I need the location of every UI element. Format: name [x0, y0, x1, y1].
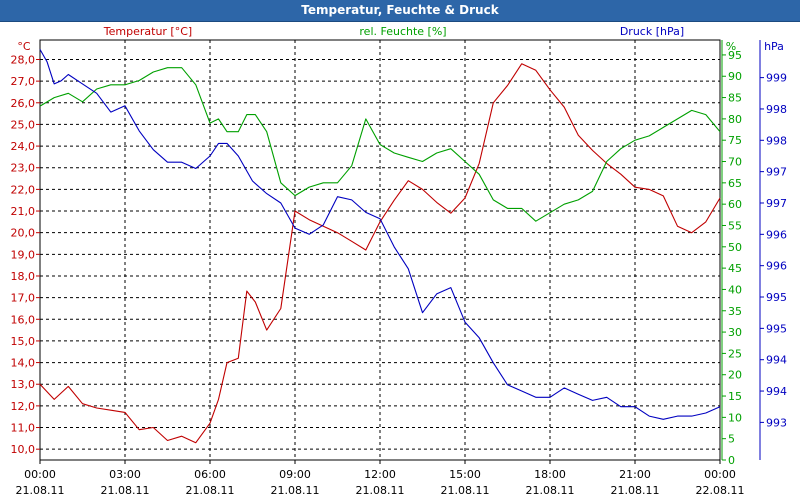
title-bar: Temperatur, Feuchte & Druck — [0, 0, 800, 22]
temperature-tick-label: 16,0 — [11, 313, 36, 326]
x-tick-date-label: 21.08.11 — [526, 484, 575, 497]
x-tick-time-label: 21:00 — [619, 468, 651, 481]
temperature-tick-label: 11,0 — [11, 422, 36, 435]
x-tick-time-label: 18:00 — [534, 468, 566, 481]
pressure-axis-title: Druck [hPa] — [620, 25, 684, 38]
temperature-tick-label: 24,0 — [11, 140, 36, 153]
pressure-tick-label: 996 — [766, 260, 787, 273]
x-tick-time-label: 00:00 — [704, 468, 736, 481]
series-lines — [39, 49, 721, 444]
humidity-tick-label: 15 — [728, 390, 742, 403]
pressure-tick-label: 995 — [766, 322, 787, 335]
x-tick-time-label: 03:00 — [109, 468, 141, 481]
x-tick-time-label: 00:00 — [24, 468, 56, 481]
humidity-tick-label: 5 — [728, 433, 735, 446]
humidity-tick-label: 85 — [728, 92, 742, 105]
humidity-tick-label: 35 — [728, 305, 742, 318]
axes-labels: 10,0 11,0 12,0 13,0 14,0 15,0 16,0 17,0 18,0 19,0… — [11, 40, 787, 497]
humidity-tick-label: 60 — [728, 198, 742, 211]
pressure-tick-label: 998 — [766, 103, 787, 116]
temperature-tick-label: 10,0 — [11, 443, 36, 456]
humidity-axis-title: rel. Feuchte [%] — [359, 25, 446, 38]
humidity-tick-label: 30 — [728, 326, 742, 339]
temperature-tick-label: 20,0 — [11, 227, 36, 240]
temperature-tick-label: 15,0 — [11, 335, 36, 348]
temperature-tick-label: 26,0 — [11, 97, 36, 110]
temperature-tick-label: 23,0 — [11, 162, 36, 175]
humidity-tick-label: 25 — [728, 347, 742, 360]
pressure-tick-label: 995 — [766, 291, 787, 304]
humidity-tick-label: 50 — [728, 241, 742, 254]
temperature-tick-label: 19,0 — [11, 248, 36, 261]
pressure-series-line — [39, 49, 721, 420]
x-tick-date-label: 21.08.11 — [441, 484, 490, 497]
temperature-unit: °C — [17, 40, 31, 53]
pressure-tick-label: 997 — [766, 166, 787, 179]
x-tick-time-label: 06:00 — [194, 468, 226, 481]
x-tick-time-label: 12:00 — [364, 468, 396, 481]
humidity-tick-label: 80 — [728, 113, 742, 126]
humidity-tick-label: 65 — [728, 177, 742, 190]
x-tick-date-label: 21.08.11 — [101, 484, 150, 497]
temperature-tick-label: 12,0 — [11, 400, 36, 413]
pressure-tick-label: 996 — [766, 228, 787, 241]
temperature-tick-label: 13,0 — [11, 378, 36, 391]
humidity-tick-label: 45 — [728, 262, 742, 275]
humidity-series-line — [39, 67, 721, 222]
humidity-tick-label: 90 — [728, 70, 742, 83]
humidity-tick-label: 0 — [728, 454, 735, 467]
window-title: Temperatur, Feuchte & Druck — [301, 3, 499, 17]
x-tick-date-label: 21.08.11 — [356, 484, 405, 497]
x-tick-time-label: 15:00 — [449, 468, 481, 481]
temperature-tick-label: 21,0 — [11, 205, 36, 218]
humidity-tick-label: 75 — [728, 134, 742, 147]
pressure-tick-label: 997 — [766, 197, 787, 210]
humidity-tick-label: 95 — [728, 49, 742, 62]
temperature-tick-label: 22,0 — [11, 183, 36, 196]
grid-lines — [40, 40, 720, 460]
x-tick-date-label: 22.08.11 — [696, 484, 745, 497]
x-tick-date-label: 21.08.11 — [611, 484, 660, 497]
pressure-unit: hPa — [764, 40, 784, 53]
x-tick-date-label: 21.08.11 — [16, 484, 65, 497]
temperature-tick-label: 28,0 — [11, 53, 36, 66]
humidity-tick-label: 70 — [728, 156, 742, 169]
humidity-unit: % — [726, 40, 736, 53]
pressure-tick-label: 994 — [766, 385, 787, 398]
x-tick-date-label: 21.08.11 — [271, 484, 320, 497]
pressure-tick-label: 998 — [766, 134, 787, 147]
temperature-series-line — [39, 63, 721, 444]
temperature-axis-title: Temperatur [°C] — [103, 25, 192, 38]
humidity-tick-label: 40 — [728, 283, 742, 296]
temperature-tick-label: 18,0 — [11, 270, 36, 283]
x-tick-time-label: 09:00 — [279, 468, 311, 481]
pressure-tick-label: 993 — [766, 416, 787, 429]
humidity-tick-label: 55 — [728, 219, 742, 232]
temperature-tick-label: 25,0 — [11, 118, 36, 131]
pressure-tick-label: 999 — [766, 72, 787, 85]
x-tick-date-label: 21.08.11 — [186, 484, 235, 497]
temperature-tick-label: 17,0 — [11, 292, 36, 305]
humidity-tick-label: 10 — [728, 411, 742, 424]
temperature-tick-label: 27,0 — [11, 75, 36, 88]
humidity-tick-label: 20 — [728, 369, 742, 382]
temperature-tick-label: 14,0 — [11, 357, 36, 370]
pressure-tick-label: 994 — [766, 354, 787, 367]
